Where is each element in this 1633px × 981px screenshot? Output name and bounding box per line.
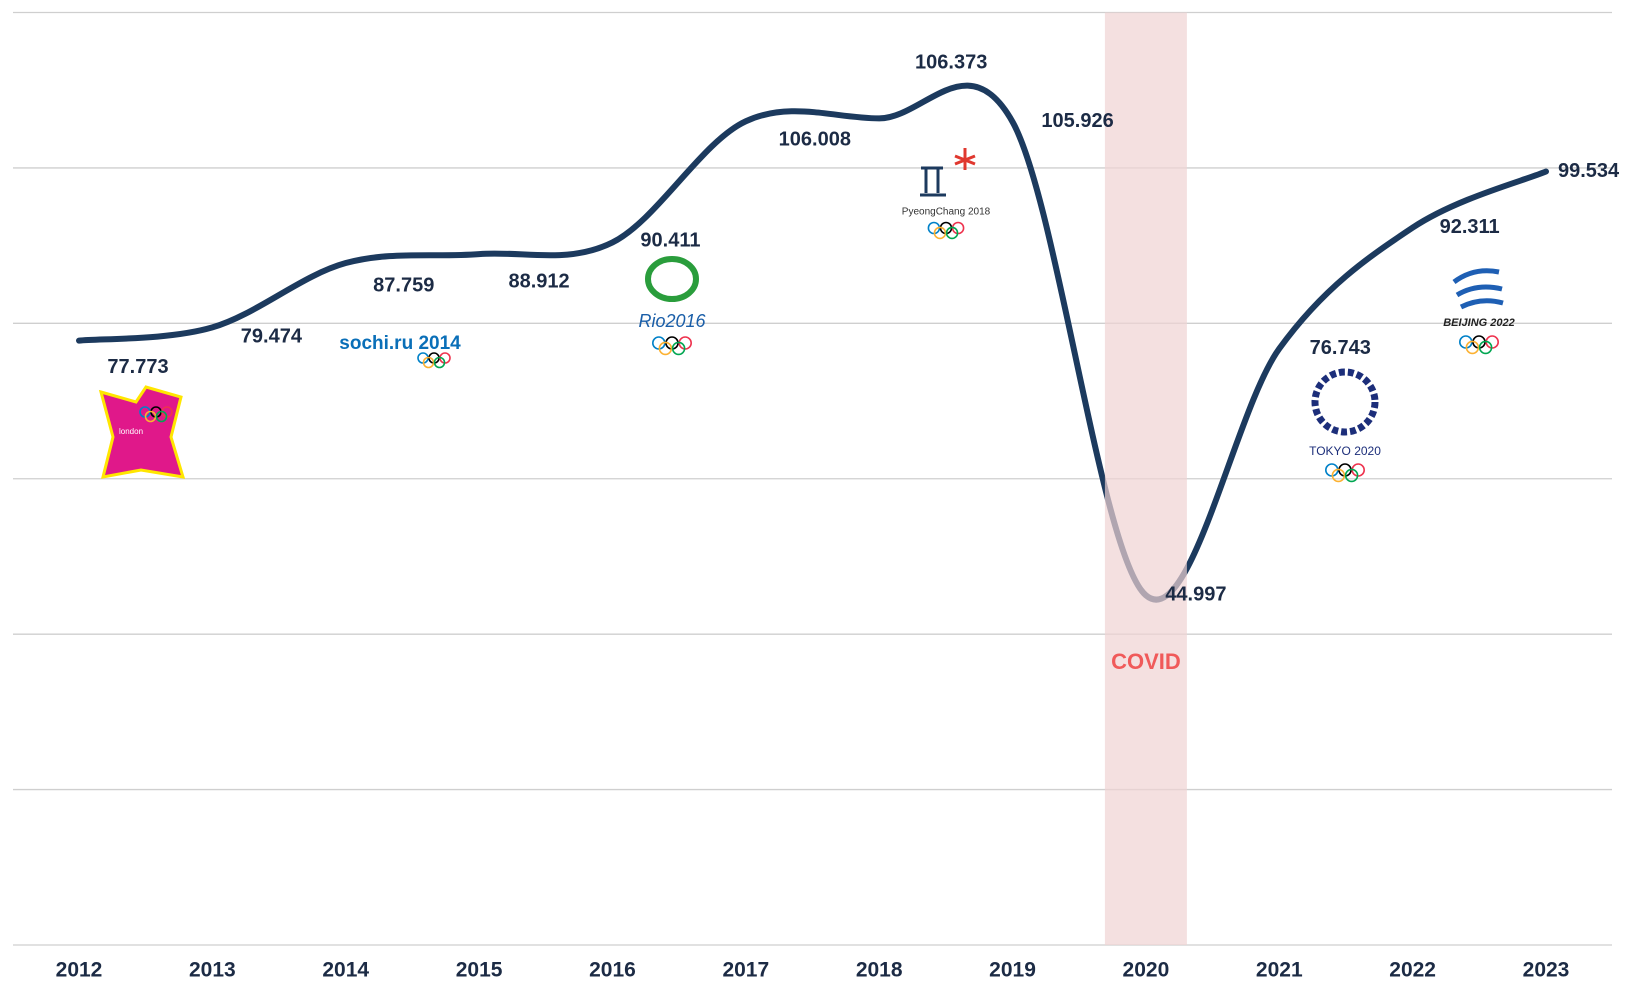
- tokyo-emblem: [1311, 368, 1379, 436]
- logo-text: london: [119, 427, 143, 436]
- olympic-logo: london: [98, 385, 186, 479]
- data-label: 87.759: [373, 274, 434, 296]
- olympic-ring: [433, 356, 446, 369]
- logo-text: BEIJING 2022: [1443, 317, 1515, 329]
- olympic-logo: Rio2016: [638, 256, 707, 356]
- rio-emblem: [645, 256, 699, 302]
- logo-text: PyeongChang 2018: [902, 207, 991, 218]
- olympic-ring: [144, 410, 157, 423]
- data-label: 99.534: [1558, 160, 1620, 182]
- x-tick-label: 2015: [456, 959, 503, 981]
- x-tick-label: 2013: [189, 959, 236, 981]
- x-tick-label: 2019: [989, 959, 1036, 981]
- data-label: 77.773: [107, 356, 168, 378]
- data-label: 44.997: [1165, 584, 1226, 606]
- data-label: 106.373: [915, 52, 987, 74]
- data-label: 76.743: [1310, 337, 1371, 359]
- olympic-ring: [671, 341, 686, 356]
- olympic-ring: [1465, 340, 1480, 355]
- olympic-logo: BEIJING 2022: [1443, 268, 1515, 355]
- data-label: 79.474: [241, 326, 303, 348]
- olympic-ring: [945, 226, 959, 240]
- logo-text: TOKYO 2020: [1309, 444, 1381, 458]
- data-label: 88.912: [509, 270, 570, 292]
- annotation-text: COVID: [1111, 649, 1181, 674]
- x-tick-label: 2023: [1523, 959, 1570, 981]
- highlight-band: [1104, 12, 1187, 945]
- pyeongchang-emblem: [920, 166, 946, 197]
- line-series: [76, 82, 1549, 603]
- olympic-ring: [1331, 468, 1346, 483]
- x-tick-label: 2016: [589, 959, 636, 981]
- olympic-logo: TOKYO 2020: [1309, 368, 1381, 483]
- olympic-ring: [1478, 340, 1493, 355]
- olympic-ring: [422, 356, 435, 369]
- x-tick-label: 2014: [322, 959, 369, 981]
- x-tick-label: 2022: [1389, 959, 1436, 981]
- data-label: 90.411: [640, 230, 700, 252]
- data-label: 92.311: [1440, 216, 1500, 238]
- olympic-ring: [1344, 468, 1359, 483]
- x-tick-label: 2017: [722, 959, 769, 981]
- x-tick-label: 2020: [1123, 959, 1170, 981]
- olympic-logo: PyeongChang 2018: [902, 148, 991, 240]
- data-label: 105.926: [1041, 110, 1113, 132]
- data-label: 106.008: [779, 129, 851, 151]
- olympic-ring: [658, 341, 673, 356]
- olympic-ring: [155, 410, 168, 423]
- logo-text: sochi.ru 2014: [339, 333, 461, 354]
- x-tick-label: 2012: [56, 959, 103, 981]
- x-tick-label: 2018: [856, 959, 903, 981]
- beijing-emblem: [1452, 268, 1504, 310]
- olympic-logo: sochi.ru 2014: [339, 333, 461, 369]
- olympic-ring: [933, 226, 947, 240]
- logo-text: Rio2016: [638, 311, 706, 331]
- pyeongchang-star: [954, 148, 976, 170]
- x-tick-label: 2021: [1256, 959, 1303, 981]
